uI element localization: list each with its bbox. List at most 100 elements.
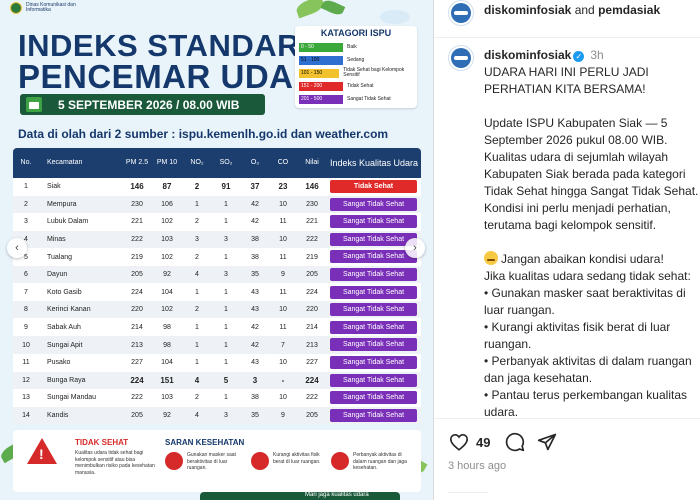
carousel-prev-button[interactable]: ‹ xyxy=(7,238,27,258)
comment-icon[interactable] xyxy=(504,431,526,453)
cell-co: 9 xyxy=(281,271,285,279)
caption-avatar[interactable] xyxy=(448,45,474,71)
caption-line: PERHATIAN KITA BERSAMA! xyxy=(484,82,646,96)
collaborator-link[interactable]: pemdasiak xyxy=(598,3,661,17)
legend-title: KATAGORI ISPU xyxy=(320,28,392,38)
table-row: 11 Pusako 227 104 1 1 43 10 227 Sangat Tidak Seha… xyxy=(13,354,421,371)
col-header-kecamatan: Kecamatan xyxy=(47,159,83,166)
cell-no: 5 xyxy=(24,253,28,261)
advice-item-indoor: Perbanyak aktivitas di dalam ruangan dan… xyxy=(331,452,411,482)
cell-no: 10 xyxy=(22,341,30,349)
caption-line: • Gunakan masker saat beraktivitas di xyxy=(484,286,686,300)
caption-line: udara. xyxy=(484,405,519,419)
cell-so2: 1 xyxy=(224,341,228,349)
cell-co: 11 xyxy=(279,288,287,296)
like-count[interactable]: 49 xyxy=(476,434,491,450)
legend-row: 51 - 100 Sedang xyxy=(299,55,415,65)
cell-pm25: 222 xyxy=(131,394,143,402)
footer-text: Mari jaga kualitas udara xyxy=(305,492,369,498)
post-details-panel: diskominfosiak and pemdasiak diskominfos… xyxy=(433,0,700,500)
cell-pm10: 106 xyxy=(161,200,173,208)
post-image[interactable]: Dinas Komunikasi dan Informatika INDEKS … xyxy=(0,0,433,500)
table-row: 7 Koto Gasib 224 104 1 1 43 11 224 Sangat Tidak S… xyxy=(13,284,421,301)
cell-no2: 4 xyxy=(195,271,199,279)
advice-text: Kurangi aktivitas fisik berat di luar ru… xyxy=(273,452,321,465)
cell-kecamatan: Kerinci Kanan xyxy=(47,306,91,314)
carousel-next-button[interactable]: › xyxy=(405,238,425,258)
caption-line: terutama bagi kelompok sensitif. xyxy=(484,218,657,232)
status-badge: Sangat Tidak Sehat xyxy=(330,338,417,352)
cell-o3: 38 xyxy=(251,253,259,261)
cell-pm10: 104 xyxy=(161,288,173,296)
caption-username[interactable]: diskominfosiak xyxy=(484,48,572,62)
cell-no: 14 xyxy=(22,411,30,419)
caption-line: Jika kualitas udara sedang tidak sehat: xyxy=(484,269,691,283)
cell-co: 10 xyxy=(279,359,287,367)
col-header-pm10: PM 10 xyxy=(156,159,178,166)
author-link[interactable]: diskominfosiak xyxy=(484,3,572,17)
cell-kecamatan: Lubuk Dalam xyxy=(47,218,89,226)
table-row: 2 Mempura 230 106 1 1 42 10 230 Sangat Tidak Seha… xyxy=(13,195,421,213)
cell-no: 9 xyxy=(24,323,28,331)
cell-kecamatan: Sungai Mandau xyxy=(47,394,97,402)
cell-co: 11 xyxy=(279,218,287,226)
cell-no: 12 xyxy=(22,376,30,384)
heart-icon[interactable] xyxy=(448,431,470,453)
cell-so2: 3 xyxy=(224,411,228,419)
caption-timestamp[interactable]: 3h xyxy=(590,48,604,62)
status-badge: Sangat Tidak Sehat xyxy=(330,356,417,369)
status-badge: Sangat Tidak Sehat xyxy=(330,320,417,334)
cell-kecamatan: Sabak Auh xyxy=(47,323,81,331)
status-badge: Sangat Tidak Sehat xyxy=(330,373,417,387)
legend-label: Tidak Sehat xyxy=(347,82,374,89)
legend-label: Baik xyxy=(347,43,357,50)
table-row: 9 Sabak Auh 214 98 1 1 42 11 214 Sangat Tidak Seh… xyxy=(13,319,421,336)
status-badge: Sangat Tidak Sehat xyxy=(330,197,417,211)
health-info-panel: ! TIDAK SEHAT Kualitas udara tidak sehat… xyxy=(13,430,421,492)
cell-nilai: 224 xyxy=(306,288,318,296)
cell-pm10: 151 xyxy=(160,375,174,385)
cell-no2: 1 xyxy=(195,359,199,367)
cell-co: 7 xyxy=(281,341,285,349)
cell-pm10: 92 xyxy=(163,271,171,279)
cell-so2: 1 xyxy=(224,218,228,226)
caption-line: UDARA HARI INI PERLU JADI xyxy=(484,65,649,79)
status-badge: Sangat Tidak Sehat xyxy=(330,250,417,264)
date-banner: 5 SEPTEMBER 2026 / 08.00 WIB xyxy=(20,94,265,115)
cell-pm25: 230 xyxy=(131,200,143,208)
cell-no2: 1 xyxy=(195,288,199,296)
cell-kecamatan: Sungai Apit xyxy=(47,341,83,349)
cell-nilai: 205 xyxy=(306,271,318,279)
grimace-emoji-icon xyxy=(484,251,498,265)
post-time-ago: 3 hours ago xyxy=(448,460,507,472)
cell-no2: 4 xyxy=(194,375,200,385)
col-header-pm25: PM 2.5 xyxy=(125,159,149,166)
cell-no2: 1 xyxy=(195,341,199,349)
cell-kecamatan: Minas xyxy=(47,235,66,243)
table-header: No. Kecamatan PM 2.5 PM 10 NO₂ SO₂ O₃ CO… xyxy=(13,148,421,178)
cell-co: 11 xyxy=(279,323,287,331)
cell-pm25: 205 xyxy=(131,411,143,419)
cell-o3: 42 xyxy=(251,323,259,331)
ispu-category-legend: KATAGORI ISPU 0 - 50 Baik 51 - 100 Sedang 10… xyxy=(295,26,417,108)
legend-label: Sangat Tidak Sehat xyxy=(347,95,391,102)
status-badge: Sangat Tidak Sehat xyxy=(330,391,417,405)
col-header-co: CO xyxy=(277,159,289,166)
leaf-decoration xyxy=(320,0,346,18)
cell-nilai: 222 xyxy=(306,235,318,243)
warning-description: Kualitas udara tidak sehat bagi kelompok… xyxy=(75,450,155,476)
cell-kecamatan: Dayun xyxy=(47,271,68,279)
table-row: 6 Dayun 205 92 4 3 35 9 205 Sangat Tidak Sehat xyxy=(13,266,421,284)
cell-no2: 2 xyxy=(194,182,200,192)
cell-nilai: 213 xyxy=(306,341,318,349)
cell-kecamatan: Bunga Raya xyxy=(47,376,86,384)
cell-nilai: 205 xyxy=(306,411,318,419)
report-date: 5 SEPTEMBER 2026 / 08.00 WIB xyxy=(58,97,240,112)
cell-no: 2 xyxy=(24,200,28,208)
cell-nilai: 214 xyxy=(306,323,318,331)
avatar[interactable] xyxy=(448,0,474,26)
cell-pm25: 220 xyxy=(131,306,143,314)
cell-nilai: 221 xyxy=(306,218,318,226)
agency-logo: Dinas Komunikasi dan Informatika xyxy=(10,0,86,16)
share-icon[interactable] xyxy=(536,431,558,453)
